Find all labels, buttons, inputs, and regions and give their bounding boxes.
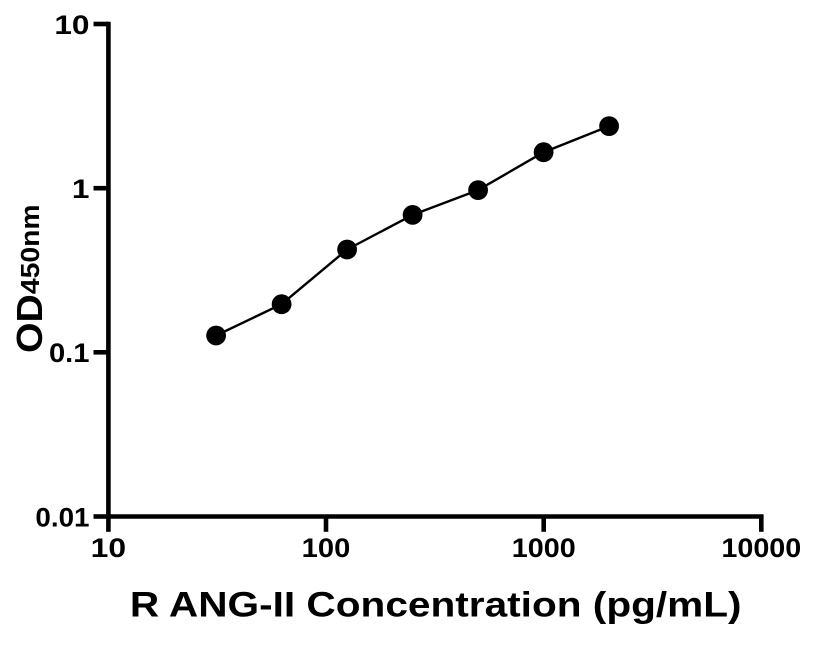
svg-text:OD450nm: OD450nm: [9, 204, 49, 353]
svg-text:10: 10: [54, 10, 89, 40]
svg-text:0.01: 0.01: [35, 502, 89, 533]
svg-text:R ANG-II Concentration (pg/mL): R ANG-II Concentration (pg/mL): [130, 586, 742, 625]
svg-text:0.1: 0.1: [49, 338, 90, 368]
svg-text:10: 10: [91, 533, 126, 563]
svg-text:1000: 1000: [512, 533, 576, 563]
svg-text:10000: 10000: [721, 533, 801, 563]
svg-text:1: 1: [72, 174, 90, 204]
svg-text:100: 100: [302, 533, 351, 563]
